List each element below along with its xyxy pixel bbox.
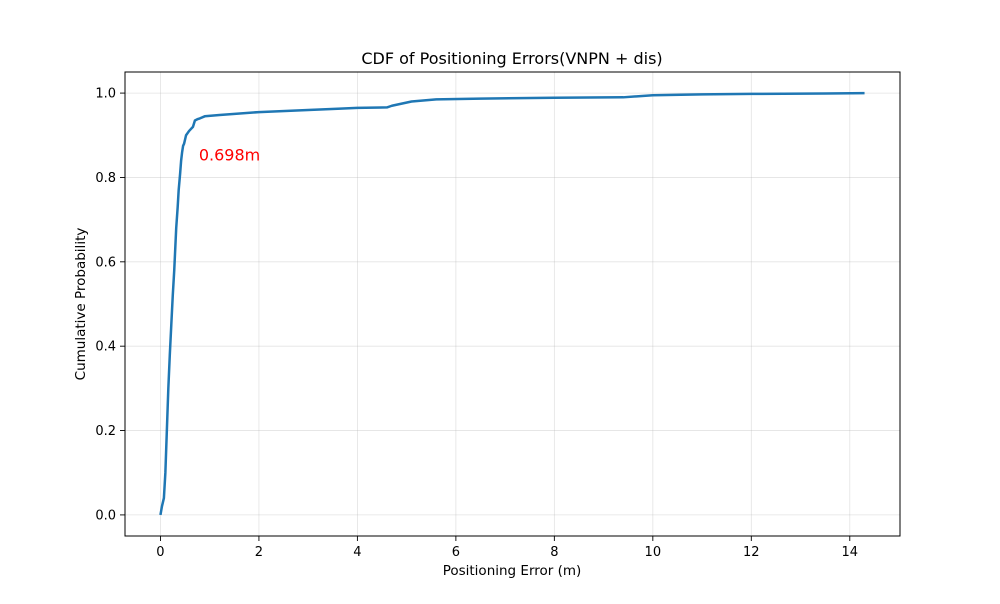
x-tick-label: 10 [645, 545, 662, 560]
median-error-annotation: 0.698m [199, 145, 260, 164]
y-tick-label: 0.4 [95, 340, 116, 355]
grid-layer [125, 72, 900, 536]
x-tick-label: 0 [156, 545, 164, 560]
chart-title: CDF of Positioning Errors(VNPN + dis) [361, 49, 662, 68]
x-tick-label: 2 [255, 545, 263, 560]
x-tick-label: 6 [452, 545, 460, 560]
x-tick-label: 12 [743, 545, 760, 560]
plot-area-frame [124, 71, 901, 537]
cdf-series-line [159, 91, 865, 516]
y-tick-label: 1.0 [95, 87, 116, 102]
y-tick-label: 0.8 [95, 171, 116, 186]
y-tick-label: 0.2 [95, 424, 116, 439]
x-tick-label: 14 [842, 545, 859, 560]
x-tick-label: 4 [353, 545, 361, 560]
y-axis: 0.0 0.2 0.4 0.6 0.8 1.0 [95, 87, 125, 523]
x-axis-label: Positioning Error (m) [443, 563, 582, 579]
y-axis-label: Cumulative Probability [73, 228, 89, 381]
y-tick-label: 0.6 [95, 255, 116, 270]
annotation-layer: 0.698m [199, 145, 260, 164]
series-layer [159, 91, 865, 516]
y-tick-label: 0.0 [95, 508, 116, 523]
x-tick-label: 8 [550, 545, 558, 560]
x-axis: 0 2 4 6 8 10 12 14 [156, 536, 858, 560]
